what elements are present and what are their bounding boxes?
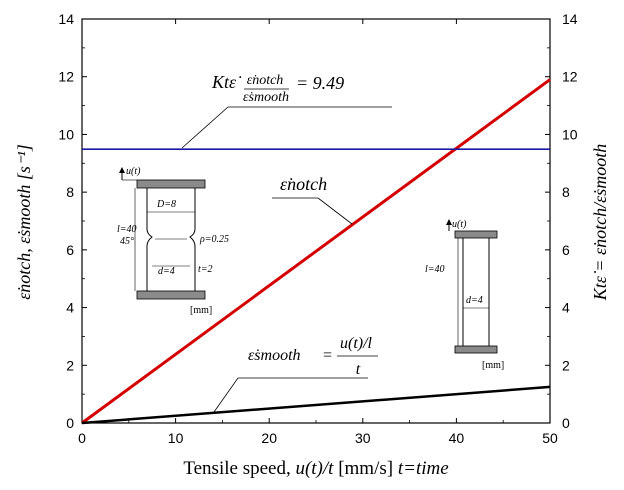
x-tick-label: 20 [261,430,277,446]
x-axis-label-main: Tensile speed, [183,458,295,479]
x-tick-label: 10 [168,430,184,446]
notched-t-label: t=2 [198,264,213,275]
y-axis-label-right: Ktε̇ = ε̇notch/ε̇smooth [590,144,610,301]
x-axis-label: Tensile speed, u(t)/t [mm/s] t=time [183,458,448,479]
smooth-bottom-grip [454,345,498,354]
smooth-lhs: ε̇smooth [248,347,301,364]
y-tick-label-right: 14 [562,11,578,27]
x-tick-label: 40 [449,430,465,446]
x-tick-label: 50 [542,430,558,446]
ratio-numerator: ε̇notch [247,73,284,88]
smooth-top-grip [454,230,498,239]
notched-bottom-grip [136,290,206,300]
notch-label: ε̇notch [280,174,327,194]
ratio-denominator: ε̇smooth [243,90,289,105]
y-tick-label-left: 10 [58,126,74,142]
x-tick-label: 0 [78,430,86,446]
notched-angle-label: 45° [120,236,134,247]
x-axis-label-unit: [mm/s] [333,458,397,479]
y-tick-label-right: 8 [562,184,570,200]
smooth-leader-line [213,377,239,413]
ratio-value: = 9.49 [296,73,344,93]
series-smooth-line [81,385,551,425]
x-tick-label: 30 [355,430,371,446]
notched-D-label: D=8 [156,199,176,210]
notched-top-grip [136,179,206,189]
notched-l-label: l=40 [117,224,137,235]
y-tick-label-right: 6 [562,242,570,258]
x-axis-label-note: t=time [398,458,449,479]
y-tick-label-left: 0 [66,415,74,431]
y-tick-label-left: 12 [58,69,74,85]
smooth-numerator: u(t)/l [340,335,373,352]
y-tick-label-right: 10 [562,126,578,142]
notched-d-label: d=4 [158,266,175,277]
notched-u-arrow-icon [119,167,125,173]
smooth-specimen-diagram: u(t) l=40 d=4 [mm] [425,219,504,371]
series-notch-line [81,78,551,425]
ratio-leader-line [181,106,229,149]
notched-unit-label: [mm] [190,305,212,316]
smooth-denominator: t [356,361,361,378]
notch-leader-line [317,197,353,225]
y-tick-label-left: 6 [66,242,74,258]
y-tick-label-left: 8 [66,184,74,200]
notched-u-label: u(t) [126,166,141,177]
y-tick-label-right: 2 [562,357,570,373]
notch-annotation: ε̇notch [272,174,353,225]
smooth-u-label: u(t) [452,219,467,230]
smooth-unit-label: [mm] [482,360,504,371]
y-tick-label-left: 4 [66,300,74,316]
y-axis-label-left: ε̇notch, ε̇smooth [s⁻¹] [14,144,34,300]
x-axis-label-math: u(t)/t [295,458,334,479]
ratio-annotation: Ktε̇ ε̇notch ε̇smooth = 9.49 [181,72,392,149]
smooth-annotation: ε̇smooth = u(t)/l t [213,335,378,413]
y-tick-label-right: 4 [562,300,570,316]
notched-rho-label: ρ=0.25 [199,234,229,245]
smooth-d-label: d=4 [466,295,483,306]
y-tick-label-right: 0 [562,415,570,431]
smooth-equals: = [322,347,333,364]
y-tick-label-left: 2 [66,357,74,373]
smooth-u-arrow-icon [446,219,452,225]
notched-specimen-outline [146,188,196,291]
ratio-lhs: Ktε̇ [211,72,242,92]
y-tick-label-right: 12 [562,69,578,85]
y-tick-label-left: 14 [58,11,74,27]
smooth-l-label: l=40 [425,264,445,275]
notched-specimen-diagram: u(t) l=40 D=8 45° ρ=0.25 d=4 t=2 [mm] [117,166,229,316]
